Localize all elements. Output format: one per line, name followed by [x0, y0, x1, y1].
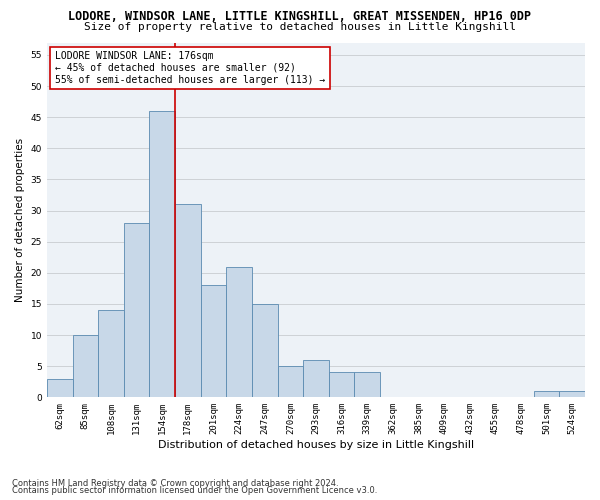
Bar: [47, 378, 73, 398]
Bar: [175, 204, 200, 398]
Text: LODORE, WINDSOR LANE, LITTLE KINGSHILL, GREAT MISSENDEN, HP16 0DP: LODORE, WINDSOR LANE, LITTLE KINGSHILL, …: [68, 10, 532, 23]
Bar: [278, 366, 303, 398]
Bar: [252, 304, 278, 398]
Bar: [149, 111, 175, 398]
Bar: [559, 391, 585, 398]
Text: Contains public sector information licensed under the Open Government Licence v3: Contains public sector information licen…: [12, 486, 377, 495]
Text: LODORE WINDSOR LANE: 176sqm
← 45% of detached houses are smaller (92)
55% of sem: LODORE WINDSOR LANE: 176sqm ← 45% of det…: [55, 52, 325, 84]
Bar: [329, 372, 355, 398]
Bar: [303, 360, 329, 398]
X-axis label: Distribution of detached houses by size in Little Kingshill: Distribution of detached houses by size …: [158, 440, 474, 450]
Bar: [124, 223, 149, 398]
Bar: [226, 266, 252, 398]
Bar: [98, 310, 124, 398]
Y-axis label: Number of detached properties: Number of detached properties: [15, 138, 25, 302]
Bar: [355, 372, 380, 398]
Text: Contains HM Land Registry data © Crown copyright and database right 2024.: Contains HM Land Registry data © Crown c…: [12, 478, 338, 488]
Bar: [534, 391, 559, 398]
Bar: [73, 335, 98, 398]
Text: Size of property relative to detached houses in Little Kingshill: Size of property relative to detached ho…: [84, 22, 516, 32]
Bar: [200, 286, 226, 398]
